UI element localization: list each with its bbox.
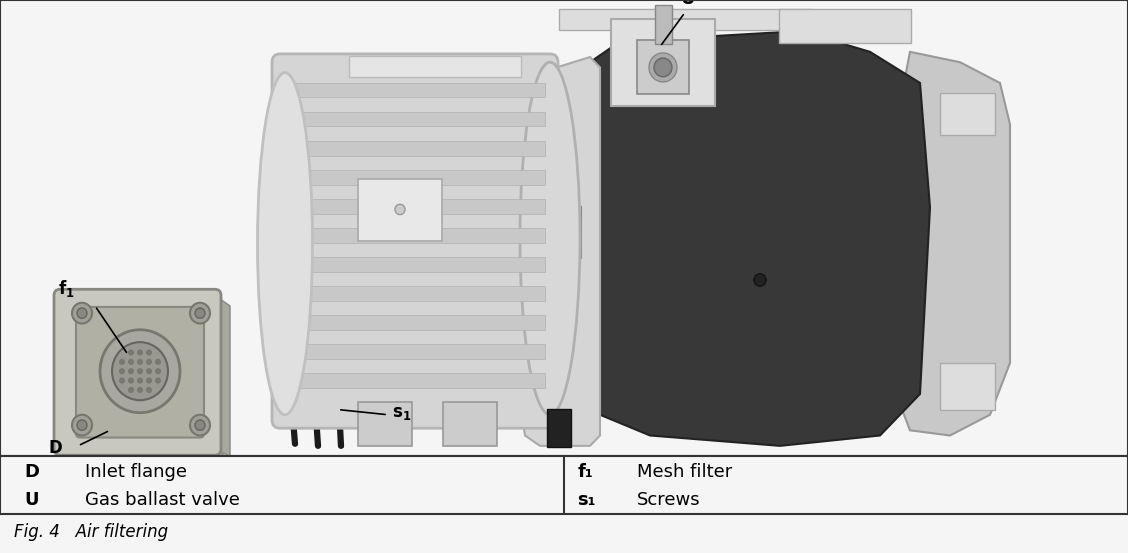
- Ellipse shape: [520, 62, 580, 415]
- Circle shape: [190, 303, 210, 324]
- Text: Inlet flange: Inlet flange: [85, 463, 186, 482]
- Circle shape: [127, 349, 134, 356]
- Circle shape: [127, 368, 134, 374]
- Circle shape: [190, 415, 210, 436]
- Circle shape: [155, 368, 161, 374]
- FancyBboxPatch shape: [531, 206, 581, 258]
- Ellipse shape: [257, 72, 312, 415]
- Polygon shape: [215, 295, 230, 456]
- FancyBboxPatch shape: [358, 403, 412, 446]
- Circle shape: [654, 58, 672, 77]
- Polygon shape: [515, 57, 600, 446]
- Bar: [296, 170, 545, 185]
- Circle shape: [127, 359, 134, 365]
- Bar: [296, 257, 545, 272]
- Text: Gas ballast valve: Gas ballast valve: [85, 491, 239, 509]
- Polygon shape: [60, 449, 230, 460]
- Circle shape: [77, 420, 87, 430]
- Polygon shape: [655, 5, 672, 44]
- Circle shape: [112, 342, 168, 400]
- FancyBboxPatch shape: [349, 56, 521, 77]
- Circle shape: [77, 308, 87, 319]
- Bar: [296, 83, 545, 97]
- Circle shape: [136, 387, 143, 393]
- Circle shape: [136, 368, 143, 374]
- Bar: [296, 141, 545, 155]
- Bar: [296, 373, 545, 388]
- Circle shape: [118, 359, 125, 365]
- Circle shape: [72, 415, 92, 436]
- Circle shape: [155, 377, 161, 384]
- Bar: [940, 93, 995, 135]
- FancyBboxPatch shape: [547, 409, 571, 447]
- Bar: [296, 112, 545, 127]
- Text: Screws: Screws: [637, 491, 700, 509]
- FancyBboxPatch shape: [559, 9, 811, 30]
- Circle shape: [136, 359, 143, 365]
- Circle shape: [146, 368, 152, 374]
- FancyBboxPatch shape: [443, 403, 497, 446]
- Circle shape: [118, 377, 125, 384]
- Text: U: U: [25, 491, 39, 509]
- Bar: [296, 286, 545, 301]
- FancyBboxPatch shape: [76, 307, 204, 437]
- Bar: [296, 228, 545, 243]
- Bar: [296, 344, 545, 359]
- Bar: [940, 363, 995, 410]
- Text: Mesh filter: Mesh filter: [637, 463, 732, 482]
- Circle shape: [136, 349, 143, 356]
- Text: $\mathbf{s_1}$: $\mathbf{s_1}$: [393, 404, 412, 422]
- Text: s₁: s₁: [578, 491, 596, 509]
- FancyBboxPatch shape: [358, 179, 442, 241]
- Bar: [296, 199, 545, 213]
- Text: f₁: f₁: [578, 463, 593, 482]
- Polygon shape: [900, 52, 1010, 436]
- Circle shape: [127, 387, 134, 393]
- FancyBboxPatch shape: [54, 289, 221, 455]
- FancyBboxPatch shape: [611, 19, 715, 106]
- Circle shape: [100, 330, 180, 413]
- Circle shape: [146, 359, 152, 365]
- Text: U: U: [681, 0, 695, 8]
- Circle shape: [127, 377, 134, 384]
- Circle shape: [754, 274, 766, 286]
- Circle shape: [118, 368, 125, 374]
- Text: D: D: [25, 463, 39, 482]
- Bar: [296, 315, 545, 330]
- Circle shape: [155, 359, 161, 365]
- Circle shape: [195, 308, 205, 319]
- Text: Fig. 4   Air filtering: Fig. 4 Air filtering: [14, 523, 168, 541]
- Circle shape: [146, 377, 152, 384]
- Circle shape: [72, 303, 92, 324]
- Circle shape: [136, 377, 143, 384]
- Circle shape: [195, 420, 205, 430]
- Text: ⚠: ⚠: [550, 231, 562, 244]
- Text: $\mathbf{f_1}$: $\mathbf{f_1}$: [59, 278, 74, 299]
- Circle shape: [146, 349, 152, 356]
- Text: $\mathbf{D}$: $\mathbf{D}$: [49, 439, 63, 457]
- FancyBboxPatch shape: [637, 40, 689, 95]
- Circle shape: [146, 387, 152, 393]
- Polygon shape: [575, 31, 929, 446]
- FancyBboxPatch shape: [779, 9, 911, 43]
- Circle shape: [649, 53, 677, 82]
- FancyBboxPatch shape: [272, 54, 558, 428]
- Circle shape: [395, 204, 405, 215]
